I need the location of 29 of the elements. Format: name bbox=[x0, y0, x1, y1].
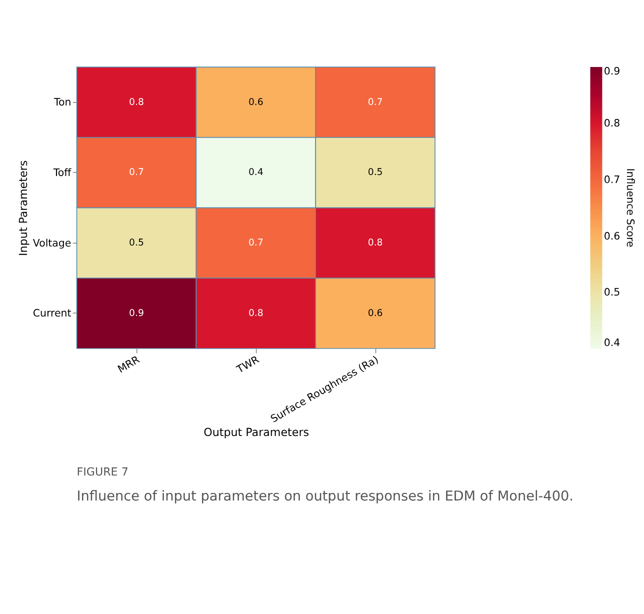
data-label: 0.5 bbox=[129, 238, 144, 249]
data-label: 0.7 bbox=[129, 167, 144, 178]
x-tick-label: TWR bbox=[234, 354, 262, 376]
caption: FIGURE 7 bbox=[76, 466, 128, 479]
data-label: 0.6 bbox=[248, 96, 264, 108]
data-label: 0.8 bbox=[129, 96, 144, 108]
x-tick-label: MRR bbox=[116, 354, 142, 376]
color-bar-title: Influence Score bbox=[624, 168, 635, 248]
data-label: 0.6 bbox=[368, 308, 383, 319]
data-label: 0.5 bbox=[368, 167, 383, 178]
data-label: 0.9 bbox=[129, 308, 144, 319]
color-bar-label: 0.9 bbox=[604, 66, 620, 78]
y-tick-label: Voltage bbox=[32, 238, 72, 250]
x-axis-title: Output Parameters bbox=[204, 426, 310, 440]
data-label: 0.7 bbox=[368, 96, 383, 108]
data-label: 0.8 bbox=[368, 238, 383, 249]
color-bar-label: 0.7 bbox=[604, 175, 620, 186]
y-tick-label: Ton bbox=[52, 98, 72, 109]
data-label: 0.8 bbox=[248, 308, 264, 319]
data-label: 0.4 bbox=[248, 167, 264, 178]
text: Influence of input parameters on output responses in EDM of Monel-400. bbox=[76, 488, 574, 504]
color-bar-label: 0.6 bbox=[604, 231, 620, 242]
color-bar-label: 0.4 bbox=[604, 338, 620, 349]
color-bar-label: 0.5 bbox=[604, 288, 620, 299]
data-label: 0.7 bbox=[248, 238, 264, 249]
y-tick-label: Current bbox=[32, 308, 72, 320]
y-tick-label: Toff bbox=[52, 168, 72, 179]
y-axis-title: Input Parameters bbox=[16, 160, 30, 256]
color-bar-label: 0.8 bbox=[604, 118, 620, 130]
